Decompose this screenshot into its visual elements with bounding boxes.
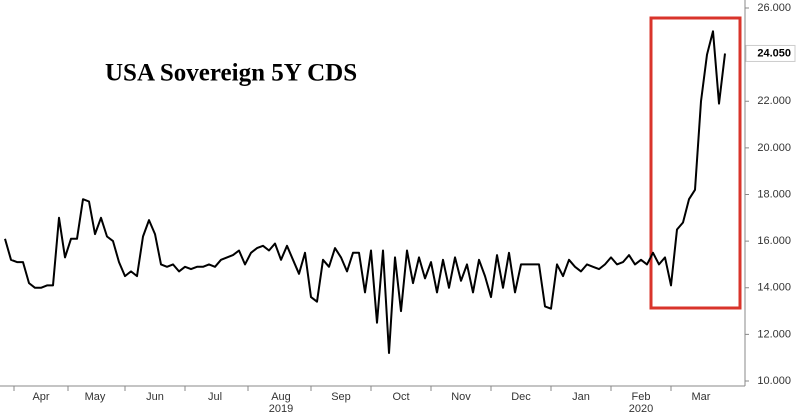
year-label: 2020 bbox=[629, 403, 653, 415]
highlight-box bbox=[649, 16, 742, 310]
y-tick-label: 18.000 bbox=[757, 188, 791, 200]
x-tick-label: Nov bbox=[451, 391, 471, 403]
y-tick-label: 16.000 bbox=[757, 235, 791, 247]
chart-title: USA Sovereign 5Y CDS bbox=[105, 60, 357, 87]
y-tick-label: 22.000 bbox=[757, 95, 791, 107]
x-tick-label: Feb bbox=[632, 391, 651, 403]
x-tick-label: Aug bbox=[271, 391, 291, 403]
y-tick-label: 26.000 bbox=[757, 2, 791, 14]
y-tick-label: 14.000 bbox=[757, 282, 791, 294]
x-tick-label: Dec bbox=[511, 391, 531, 403]
year-label: 2019 bbox=[269, 403, 293, 415]
last-value-box bbox=[745, 44, 796, 62]
x-tick-label: Apr bbox=[32, 391, 49, 403]
x-tick-label: May bbox=[85, 391, 106, 403]
y-tick-label: 10.000 bbox=[757, 375, 791, 387]
x-tick-label: Jan bbox=[572, 391, 590, 403]
x-tick-label: Jun bbox=[146, 391, 164, 403]
y-tick-label: 20.000 bbox=[757, 142, 791, 154]
x-tick-label: Jul bbox=[208, 391, 222, 403]
line bbox=[4, 30, 726, 354]
x-tick-label: Mar bbox=[692, 391, 711, 403]
y-tick-label: 12.000 bbox=[757, 328, 791, 340]
x-tick-label: Sep bbox=[331, 391, 351, 403]
last-value-label: 24.050 bbox=[757, 47, 791, 59]
x-tick-label: Oct bbox=[392, 391, 409, 403]
